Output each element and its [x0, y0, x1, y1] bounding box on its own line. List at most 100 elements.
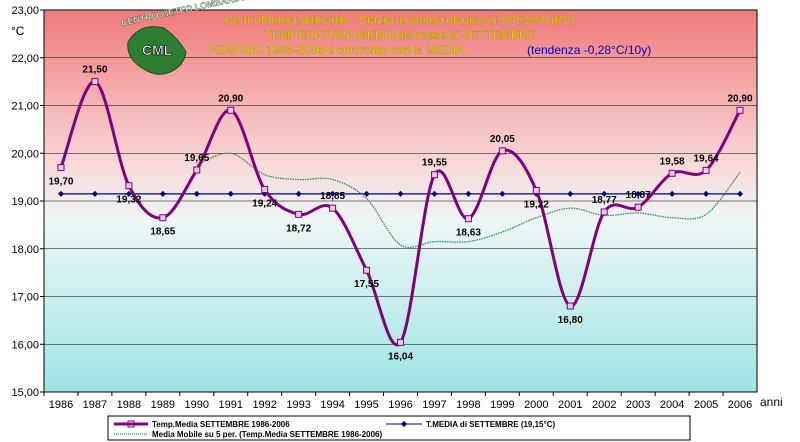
data-label: 19,65: [184, 153, 209, 164]
data-label: 16,80: [558, 315, 583, 326]
y-tick-label: 15,00: [11, 387, 39, 399]
y-tick-label: 21,00: [11, 101, 39, 113]
x-tick-label: 2002: [592, 399, 616, 411]
x-tick-label: 1986: [49, 399, 73, 411]
legend-label-temperature: Temp.Media SETTEMBRE 1986-2006: [152, 420, 290, 429]
grid-lines: [44, 57, 757, 345]
data-label: 18,77: [592, 195, 617, 206]
data-label: 18,72: [286, 223, 311, 234]
x-tick-label: 1998: [456, 399, 480, 411]
mean-point: [499, 190, 506, 197]
mean-point: [57, 190, 64, 197]
mean-point: [431, 190, 438, 197]
mean-point: [159, 190, 166, 197]
data-labels: 19,70 21,50 19,32 18,65 19,65 20,90 19,24 18,72…: [48, 65, 753, 363]
data-label: 19,55: [422, 158, 447, 169]
y-tick-label: 22,00: [11, 53, 39, 65]
x-tick-label: 1993: [286, 399, 310, 411]
mean-point: [669, 190, 676, 197]
moving-average-line: [196, 152, 741, 249]
mean-point: [125, 190, 132, 197]
y-tick-label: 23,00: [11, 5, 39, 17]
x-tick-label: 2003: [626, 399, 650, 411]
temperature-point: [668, 169, 676, 177]
chart-subtitle-2: PERIODO 1986-2006 e confronto con la MED…: [208, 43, 464, 57]
mean-point: [737, 190, 744, 197]
series-mean-line: [57, 190, 744, 197]
y-tick-label: 18,00: [11, 244, 39, 256]
legend-label-moving-average: Media Mobile su 5 per. (Temp.Media SETTE…: [152, 430, 382, 439]
temperature-point: [532, 186, 540, 194]
data-label: 20,90: [728, 93, 753, 104]
x-tick-label: 2001: [558, 399, 582, 411]
legend-entry-moving-average: Media Mobile su 5 per. (Temp.Media SETTE…: [114, 430, 382, 439]
x-axis-label: anni: [760, 395, 783, 409]
series-moving-average: [196, 152, 741, 249]
temperature-point: [57, 164, 65, 172]
series-temperature: [57, 78, 744, 347]
x-axis-ticks: 1986 1987 1988 1989 1990 1991 1992 1993 1994 1995…: [43, 392, 752, 411]
temperature-point: [498, 147, 506, 155]
chart-subtitle: TEMPERATURA MEDIA del mese di SETTEMBRE: [264, 28, 535, 42]
temperature-point: [600, 208, 608, 216]
temperature-point: [397, 338, 404, 346]
data-label: 17,55: [354, 279, 379, 290]
mean-point: [227, 190, 234, 197]
x-tick-label: 1996: [388, 399, 412, 411]
chart-title: CentroMeteoLombardo - Stazione meteorolo…: [225, 13, 575, 27]
svg-text:CML: CML: [142, 42, 173, 58]
temperature-point: [125, 182, 133, 190]
temperature-line: [59, 80, 742, 347]
data-label: 18,85: [320, 191, 345, 202]
mean-point: [567, 190, 574, 197]
legend-entry-mean: T.MEDIA di SETTEMBRE (19,15°C): [386, 420, 555, 429]
mean-point: [193, 190, 200, 197]
mean-point: [635, 190, 642, 197]
temperature-point: [363, 266, 371, 274]
x-tick-label: 1992: [252, 399, 276, 411]
x-tick-label: 1991: [218, 399, 242, 411]
x-tick-label: 1989: [151, 399, 175, 411]
temperature-point: [329, 204, 337, 212]
temperature-point: [261, 186, 269, 194]
data-label: 16,04: [388, 351, 413, 362]
y-tick-label: 19,00: [11, 196, 39, 208]
data-label: 19,58: [660, 156, 685, 167]
x-tick-label: 1987: [83, 399, 107, 411]
x-tick-label: 1994: [320, 399, 344, 411]
temperature-point: [464, 215, 472, 223]
data-label: 21,50: [82, 65, 107, 76]
legend: Temp.Media SETTEMBRE 1986-2006 T.MEDIA d…: [107, 415, 691, 441]
temperature-point: [702, 166, 710, 174]
mean-point: [397, 190, 404, 197]
temperature-point: [634, 203, 642, 211]
data-label: 20,05: [490, 134, 515, 145]
trend-note: (tendenza -0,28°C/10y): [527, 43, 651, 57]
data-label: 19,32: [116, 195, 141, 206]
temperature-point: [295, 210, 303, 218]
x-tick-label: 1999: [490, 399, 514, 411]
x-tick-label: 2005: [694, 399, 718, 411]
temperature-point: [736, 106, 744, 114]
y-tick-label: 20,00: [11, 148, 39, 160]
mean-point: [329, 190, 336, 197]
y-axis-ticks: 15,00 16,00 17,00 18,00 19,00 20,00 21,00 22,00…: [11, 5, 44, 399]
mean-point: [601, 190, 608, 197]
x-tick-label: 2006: [728, 399, 752, 411]
data-label: 18,63: [456, 228, 481, 239]
y-tick-label: 16,00: [11, 339, 39, 351]
temperature-point: [566, 302, 574, 310]
mean-point: [465, 190, 472, 197]
mean-point: [91, 190, 98, 197]
legend-label-mean: T.MEDIA di SETTEMBRE (19,15°C): [426, 420, 555, 429]
mean-point: [295, 190, 302, 197]
x-tick-label: 2004: [660, 399, 684, 411]
legend-entry-temperature: Temp.Media SETTEMBRE 1986-2006: [114, 420, 290, 429]
mean-point: [703, 190, 710, 197]
temperature-point: [159, 214, 167, 222]
data-label: 20,90: [218, 93, 243, 104]
data-label: 19,70: [48, 177, 73, 188]
x-tick-label: 1990: [185, 399, 209, 411]
temperature-point: [91, 78, 99, 86]
